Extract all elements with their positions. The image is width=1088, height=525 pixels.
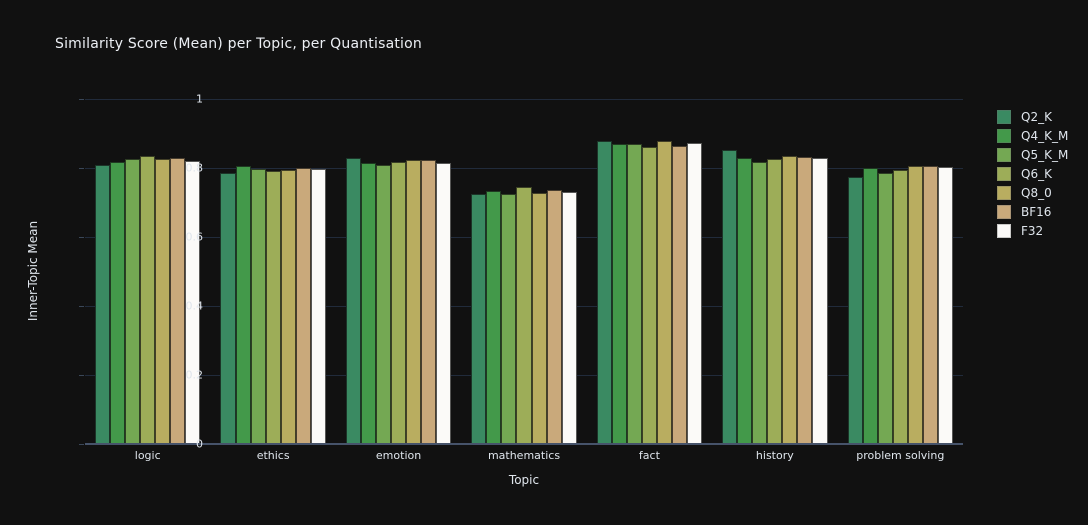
legend-label: Q5_K_M <box>1021 147 1069 162</box>
legend: Q2_K Q4_K_M Q5_K_M Q6_K Q8_0 BF16 F32 <box>997 107 1068 240</box>
bar-fact-F32[interactable] <box>687 143 703 444</box>
bar-problem-solving-F32[interactable] <box>937 166 953 444</box>
bar-logic-Q8_0[interactable] <box>155 158 171 444</box>
y-axis-title: Inner-Topic Mean <box>26 220 40 322</box>
legend-label: F32 <box>1021 223 1044 238</box>
bar-mathematics-Q8_0[interactable] <box>531 192 547 444</box>
bar-fact-Q4_K_M[interactable] <box>611 143 627 444</box>
bar-fact-Q8_0[interactable] <box>656 141 672 444</box>
y-tick-label: 0.6 <box>185 230 204 244</box>
y-tick-label: 1 <box>196 92 203 106</box>
bar-problem-solving-Q6_K[interactable] <box>892 170 908 444</box>
bar-history-Q4_K_M[interactable] <box>737 158 753 444</box>
bar-logic-Q5_K_M[interactable] <box>125 159 141 444</box>
bar-problem-solving-Q4_K_M[interactable] <box>862 167 878 444</box>
bar-ethics-Q8_0[interactable] <box>280 170 296 444</box>
chart-title: Similarity Score (Mean) per Topic, per Q… <box>55 36 422 52</box>
y-tick-mark <box>79 306 84 307</box>
legend-swatch-BF16 <box>997 204 1011 219</box>
legend-item-Q8_0[interactable]: Q8_0 <box>997 183 1068 202</box>
y-tick-label: 0.8 <box>185 161 204 175</box>
bar-history-F32[interactable] <box>812 157 828 444</box>
legend-label: BF16 <box>1021 204 1052 219</box>
bar-fact-Q2_K[interactable] <box>596 140 612 444</box>
legend-label: Q2_K <box>1021 109 1052 124</box>
x-axis-line <box>85 443 963 445</box>
bar-fact-Q5_K_M[interactable] <box>626 144 642 444</box>
bar-ethics-Q6_K[interactable] <box>265 171 281 444</box>
bar-history-Q2_K[interactable] <box>722 150 738 444</box>
bar-logic-Q6_K[interactable] <box>140 155 156 444</box>
y-tick-label: 0.2 <box>185 368 204 382</box>
bar-ethics-BF16[interactable] <box>295 168 311 444</box>
bar-logic-Q2_K[interactable] <box>95 165 111 444</box>
bar-emotion-Q4_K_M[interactable] <box>360 163 376 444</box>
y-tick-mark <box>79 375 84 376</box>
bar-history-Q5_K_M[interactable] <box>752 162 768 444</box>
bar-mathematics-Q4_K_M[interactable] <box>486 191 502 444</box>
bar-ethics-Q4_K_M[interactable] <box>235 165 251 444</box>
gridline-y-0.8 <box>85 168 963 169</box>
legend-swatch-Q5_K_M <box>997 147 1011 162</box>
legend-item-Q4_K_M[interactable]: Q4_K_M <box>997 126 1068 145</box>
bar-ethics-Q2_K[interactable] <box>220 173 236 444</box>
bar-history-Q6_K[interactable] <box>767 159 783 444</box>
y-tick-mark <box>79 444 84 445</box>
y-tick-mark <box>79 237 84 238</box>
legend-swatch-F32 <box>997 223 1011 238</box>
legend-swatch-Q2_K <box>997 109 1011 124</box>
bar-emotion-F32[interactable] <box>436 163 452 444</box>
legend-item-Q2_K[interactable]: Q2_K <box>997 107 1068 126</box>
x-tick-label-problem-solving: problem solving <box>856 449 945 462</box>
legend-label: Q6_K <box>1021 166 1052 181</box>
legend-swatch-Q8_0 <box>997 185 1011 200</box>
x-tick-label-history: history <box>755 449 794 462</box>
gridline-y-1 <box>85 99 963 100</box>
legend-label: Q4_K_M <box>1021 128 1069 143</box>
bar-emotion-BF16[interactable] <box>421 160 437 444</box>
bar-emotion-Q2_K[interactable] <box>345 158 361 444</box>
legend-item-F32[interactable]: F32 <box>997 221 1068 240</box>
bar-mathematics-BF16[interactable] <box>546 190 562 444</box>
bar-logic-Q4_K_M[interactable] <box>110 162 126 444</box>
legend-item-BF16[interactable]: BF16 <box>997 202 1068 221</box>
bar-problem-solving-Q5_K_M[interactable] <box>877 173 893 444</box>
y-tick-label: 0.4 <box>185 299 204 313</box>
x-axis-title: Topic <box>508 473 540 487</box>
y-tick-mark <box>79 168 84 169</box>
bar-mathematics-Q2_K[interactable] <box>471 193 487 444</box>
plot-area <box>79 99 963 445</box>
bar-ethics-Q5_K_M[interactable] <box>250 169 266 444</box>
bar-emotion-Q5_K_M[interactable] <box>375 165 392 444</box>
bar-problem-solving-Q8_0[interactable] <box>907 165 923 444</box>
y-tick-mark <box>79 99 84 100</box>
x-tick-label-mathematics: mathematics <box>487 449 561 462</box>
bar-mathematics-Q6_K[interactable] <box>516 186 532 444</box>
bar-history-BF16[interactable] <box>797 157 813 444</box>
bar-fact-Q6_K[interactable] <box>641 146 657 444</box>
y-tick-label: 0 <box>196 437 203 451</box>
bar-ethics-F32[interactable] <box>310 168 326 444</box>
bar-fact-BF16[interactable] <box>672 145 688 444</box>
bar-problem-solving-Q2_K[interactable] <box>847 177 863 444</box>
x-tick-label-emotion: emotion <box>375 449 422 462</box>
bar-logic-BF16[interactable] <box>170 157 186 444</box>
bar-problem-solving-BF16[interactable] <box>922 165 938 444</box>
bar-emotion-Q6_K[interactable] <box>391 161 407 444</box>
x-tick-label-fact: fact <box>638 449 660 462</box>
legend-item-Q6_K[interactable]: Q6_K <box>997 164 1068 183</box>
x-tick-label-logic: logic <box>134 449 161 462</box>
bar-mathematics-Q5_K_M[interactable] <box>501 194 517 444</box>
bar-mathematics-F32[interactable] <box>561 192 577 444</box>
x-tick-label-ethics: ethics <box>256 449 290 462</box>
legend-label: Q8_0 <box>1021 185 1052 200</box>
bar-history-Q8_0[interactable] <box>782 156 798 444</box>
legend-swatch-Q4_K_M <box>997 128 1011 143</box>
bar-emotion-Q8_0[interactable] <box>406 160 422 444</box>
legend-swatch-Q6_K <box>997 166 1011 181</box>
legend-item-Q5_K_M[interactable]: Q5_K_M <box>997 145 1068 164</box>
